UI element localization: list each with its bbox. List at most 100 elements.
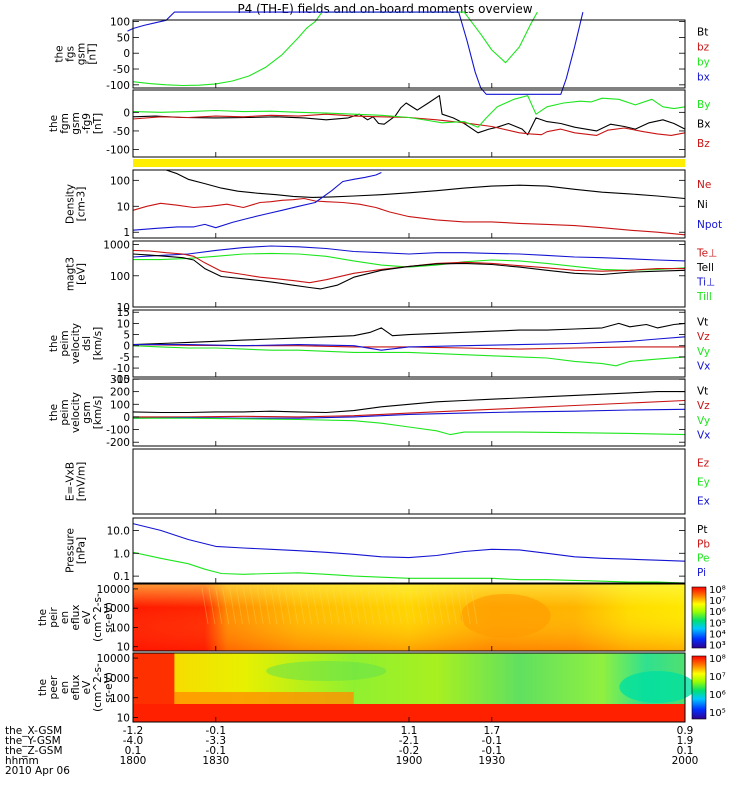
spectrogram-streak [429,587,437,625]
y-tick-label: -50 [113,126,130,138]
y-axis-label-line: [nT] [87,43,99,64]
y-axis-label-line: the [48,335,60,352]
y-axis-label: Pressure [nPa] [65,528,88,573]
x-axis-value: -0.1 [482,735,503,747]
y-tick-label: 1000 [103,673,130,685]
spectrogram-streak [236,587,243,625]
y-axis-label: the fgs gsm [nT] [54,43,99,65]
series-by [132,11,538,87]
spectrogram-hotspot [266,661,387,681]
series-Vx [133,336,686,351]
y-axis-label-line: peir [48,607,60,628]
legend-entry: Npot [697,219,722,231]
legend-entry: Bz [697,138,710,150]
legend-entry: Vt [697,316,708,328]
y-axis-label-line: -fg9 [81,113,93,134]
y-axis-label-line: eV [81,610,93,624]
spectrogram-streak [332,587,340,625]
legend-entry: Vy [697,415,710,427]
panel-frame [132,378,686,447]
colorbar: 10⁸ 10⁷ 10⁶ 10⁵ [691,654,726,720]
y-axis-label-line: [nT] [92,113,104,134]
y-axis-label-line: eV [81,680,93,694]
y-axis-label-line: velocity [70,323,82,364]
y-axis-label-line: [mV/m] [76,462,88,501]
spectrogram-streak [215,587,223,625]
colorbar-tick-label: 10⁸ [709,654,726,665]
y-axis-label-line: peim [59,330,71,356]
spectrogram-low-energy-band [133,704,685,722]
colorbar-strip [691,655,707,720]
panel-frame [132,517,686,584]
y-tick-label: 1.0 [113,548,130,560]
x-axis-row-label: the_Z-GSM [5,745,63,757]
y-axis-label-line: [nPa] [76,537,88,564]
y-axis-label-line: [km/s] [92,327,104,361]
spectrogram-streak [450,587,457,625]
series-Npot [132,171,382,231]
y-tick-label: 1000 [103,603,130,615]
legend-entry: By [697,99,710,111]
spectrogram-streak [456,587,464,625]
spectrogram-streak [249,587,257,625]
spectrogram-streak [208,587,216,625]
panel-frame [132,448,686,515]
y-tick-label: 200 [110,387,130,399]
y-tick-label: -15 [113,374,130,386]
panel-frame [132,309,686,378]
y-tick-label: -50 [113,64,130,76]
spectrogram-streak [270,587,278,625]
y-tick-label: 100 [110,399,130,411]
y-tick-label: 300 [110,374,130,386]
y-axis-label-line: Pressure [65,528,77,573]
y-tick-label: 10 [117,642,130,654]
y-tick-label: -10 [113,363,130,375]
colorbar-tick-label: 10³ [709,640,726,651]
panel-fgs: 100 50 0 -50 -100 the fgs gsm [nT] Bt bz by bx [54,11,710,95]
spectrogram-streak [374,587,381,625]
y-axis-label-line: peim [59,399,71,425]
series-Till [133,252,686,271]
x-axis-value: 1800 [120,755,147,767]
y-tick-label: -5 [120,352,130,364]
series-Vt [132,322,686,346]
x-axis-row-label: hhmm [5,755,39,767]
x-axis-value: 1900 [396,755,423,767]
series-Ni [165,169,686,200]
spectrogram-streak [312,587,319,625]
x-axis-value: 1.1 [401,725,418,737]
x-axis-value: -0.1 [206,725,227,737]
series-Bx [132,95,686,136]
spectrogram-shade [133,584,685,651]
series-Vx [132,408,686,419]
y-axis-label-line: gsm [81,401,93,423]
colorbar-tick-label: 10⁵ [709,708,726,719]
y-tick-label: 0 [123,48,130,60]
colorbar-tick-label: 10⁶ [709,690,726,701]
legend-entry: bz [697,42,710,54]
y-tick-label: 100 [110,693,130,705]
x-axis-value: 1930 [478,755,505,767]
y-axis-label-line: [km/s] [92,396,104,430]
legend-entry: Pi [697,567,706,579]
y-tick-label: 0.1 [113,571,130,583]
spectrogram-streak [408,587,416,625]
panel-frame [132,89,686,158]
panel-density: 100 10 1 Density [cm-3] Ne Ni Npot [65,169,722,239]
colorbar-strip [691,586,707,649]
y-tick-label: 10 [117,302,130,314]
legend-entry: by [697,57,710,69]
colorbar-tick-label: 10⁴ [709,629,726,640]
legend-entry: Bt [697,27,708,39]
spectrogram-streak [367,587,374,625]
x-axis-value: 0.9 [677,725,694,737]
legend-entry: Vx [697,361,710,373]
y-tick-label: 15 [117,307,130,319]
y-tick-label: 100 [110,271,130,283]
spectrogram-streak [346,587,354,625]
x-axis-value: 0.1 [677,745,694,757]
